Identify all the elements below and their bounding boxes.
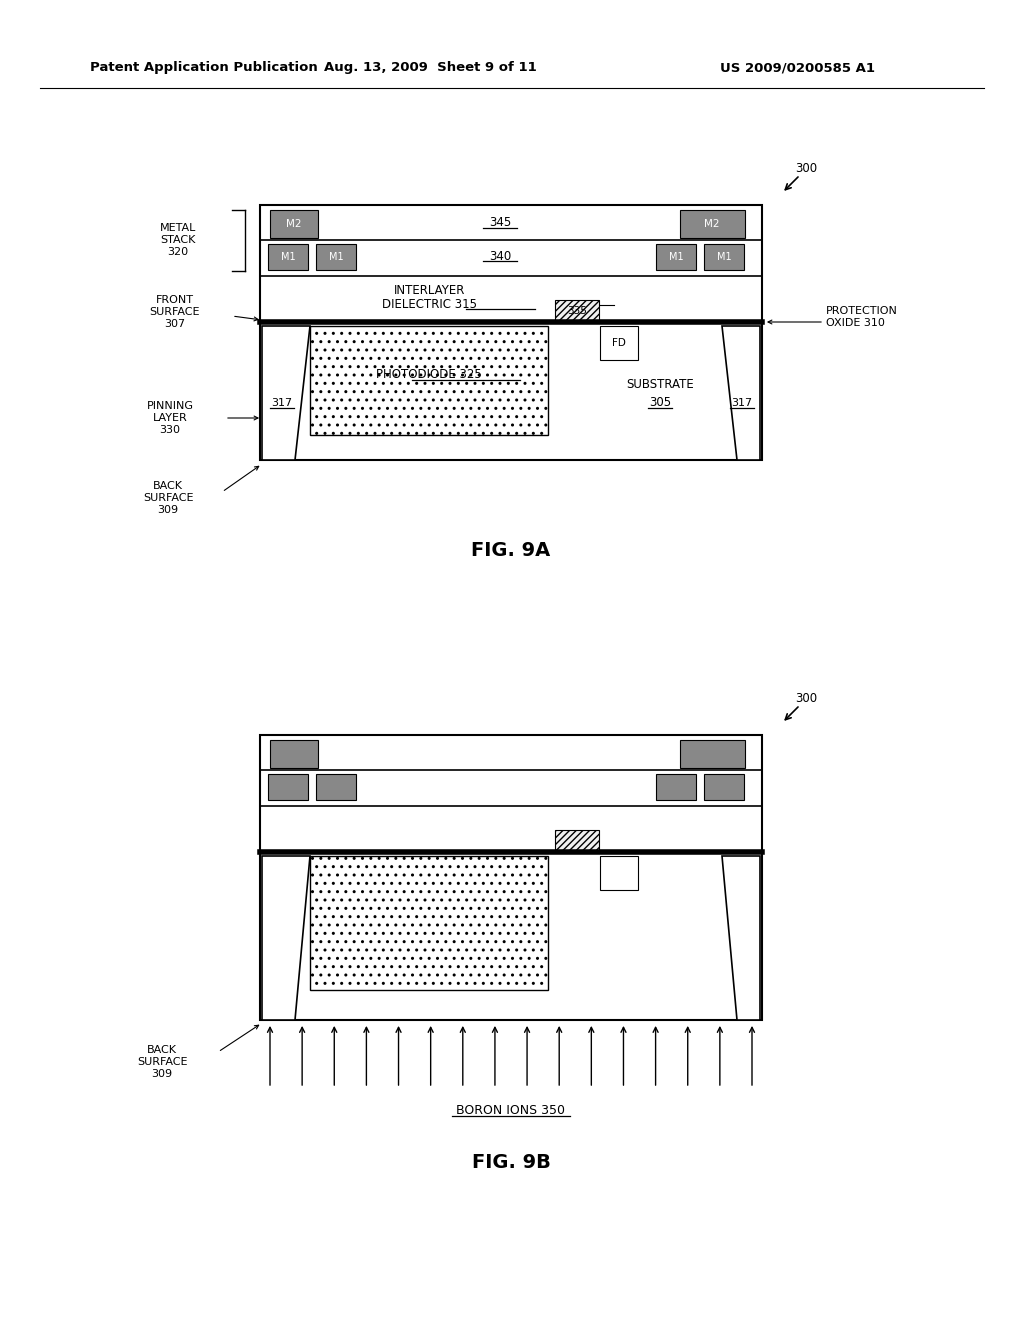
Bar bbox=[268, 774, 308, 800]
Polygon shape bbox=[262, 326, 310, 459]
Bar bbox=[260, 205, 762, 459]
Bar bbox=[260, 735, 762, 1020]
Text: PHOTODIODE 325: PHOTODIODE 325 bbox=[376, 368, 482, 381]
Bar bbox=[705, 774, 744, 800]
Text: 317: 317 bbox=[731, 399, 753, 408]
Polygon shape bbox=[722, 326, 760, 459]
Text: 300: 300 bbox=[795, 692, 817, 705]
Text: BORON IONS 350: BORON IONS 350 bbox=[457, 1104, 565, 1117]
Bar bbox=[310, 326, 548, 436]
Bar bbox=[680, 210, 745, 238]
Text: Patent Application Publication: Patent Application Publication bbox=[90, 62, 317, 74]
Bar bbox=[310, 855, 548, 990]
Polygon shape bbox=[262, 855, 310, 1020]
Bar bbox=[316, 244, 356, 271]
Text: 317: 317 bbox=[271, 399, 293, 408]
Bar bbox=[555, 830, 599, 851]
Bar bbox=[656, 774, 696, 800]
Text: US 2009/0200585 A1: US 2009/0200585 A1 bbox=[720, 62, 874, 74]
Text: FRONT
SURFACE
307: FRONT SURFACE 307 bbox=[150, 296, 201, 329]
Text: M1: M1 bbox=[329, 252, 343, 261]
Text: PINNING
LAYER
330: PINNING LAYER 330 bbox=[146, 401, 194, 434]
Text: FIG. 9B: FIG. 9B bbox=[472, 1154, 551, 1172]
Text: 340: 340 bbox=[488, 249, 511, 263]
Text: M1: M1 bbox=[717, 252, 731, 261]
Bar bbox=[680, 741, 745, 768]
Text: SUBSTRATE: SUBSTRATE bbox=[626, 379, 694, 392]
Bar bbox=[270, 210, 318, 238]
Bar bbox=[600, 855, 638, 890]
Text: 300: 300 bbox=[795, 161, 817, 174]
Text: METAL
STACK
320: METAL STACK 320 bbox=[160, 223, 197, 256]
Bar bbox=[270, 741, 318, 768]
Text: 335: 335 bbox=[567, 306, 587, 315]
Text: INTERLAYER: INTERLAYER bbox=[394, 284, 466, 297]
Text: M2: M2 bbox=[287, 219, 302, 228]
Text: M1: M1 bbox=[669, 252, 683, 261]
Bar bbox=[600, 326, 638, 360]
Text: 305: 305 bbox=[649, 396, 671, 409]
Text: DIELECTRIC 315: DIELECTRIC 315 bbox=[383, 297, 477, 310]
Bar bbox=[705, 244, 744, 271]
Bar bbox=[656, 244, 696, 271]
Text: FIG. 9A: FIG. 9A bbox=[471, 540, 551, 560]
Bar bbox=[316, 774, 356, 800]
Text: FD: FD bbox=[612, 338, 626, 348]
Text: Aug. 13, 2009  Sheet 9 of 11: Aug. 13, 2009 Sheet 9 of 11 bbox=[324, 62, 537, 74]
Text: 345: 345 bbox=[488, 216, 511, 230]
Text: BACK
SURFACE
309: BACK SURFACE 309 bbox=[137, 1045, 187, 1078]
Bar bbox=[555, 300, 599, 322]
Text: M1: M1 bbox=[281, 252, 295, 261]
Polygon shape bbox=[722, 855, 760, 1020]
Text: M2: M2 bbox=[705, 219, 720, 228]
Text: BACK
SURFACE
309: BACK SURFACE 309 bbox=[142, 482, 194, 515]
Bar bbox=[268, 244, 308, 271]
Text: PROTECTION
OXIDE 310: PROTECTION OXIDE 310 bbox=[826, 306, 898, 327]
